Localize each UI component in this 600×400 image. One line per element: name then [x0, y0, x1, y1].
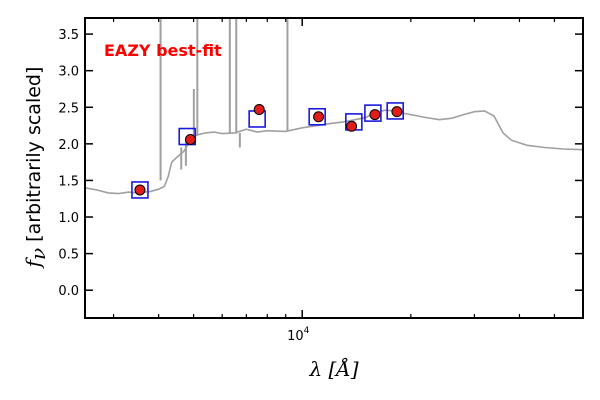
- model-spectrum: [84, 18, 584, 195]
- model-photometry-square: [308, 107, 326, 126]
- observed-point: [369, 109, 381, 121]
- y-tick-label: 3.5: [58, 28, 79, 43]
- y-tick-label: 0.0: [58, 284, 79, 299]
- observed-photometry-points: [134, 103, 403, 196]
- y-axis-subscript: ν: [26, 248, 50, 260]
- observed-point: [391, 106, 403, 118]
- y-tick-label: 0.5: [58, 248, 79, 263]
- x-tick-label: 104: [287, 326, 310, 344]
- x-axis-label: λ [Å]: [308, 356, 358, 381]
- y-axis-label: [arbitrarily scaled]: [23, 67, 45, 242]
- y-tick-label: 2.5: [58, 101, 79, 116]
- model-spectrum-line: [84, 109, 584, 195]
- annotation-label: EAZY best-fit: [104, 41, 222, 60]
- y-tick-label: 1.0: [58, 211, 79, 226]
- observed-point: [346, 120, 358, 132]
- svg-text:fν[arbitrarily scaled]: fν[arbitrarily scaled]: [21, 67, 50, 270]
- model-photometry-square: [131, 181, 149, 199]
- y-tick-label: 3.0: [58, 65, 79, 80]
- x-axis-title: λ [Å]: [308, 356, 358, 381]
- axis-ticks: 0.0 0.5 1.0 1.5 2.0 2.5 3.0 3.5 104: [58, 18, 583, 344]
- observed-point: [134, 184, 146, 196]
- model-photometry-square: [386, 102, 405, 120]
- observed-point: [184, 133, 196, 145]
- model-photometry-square: [178, 127, 197, 146]
- y-axis-title: fν[arbitrarily scaled]: [21, 67, 50, 270]
- model-photometry-squares: [131, 102, 405, 199]
- model-photometry-square: [364, 104, 382, 122]
- y-tick-label: 2.0: [58, 138, 79, 153]
- plot-frame: [84, 17, 584, 319]
- observed-point: [313, 111, 325, 123]
- y-tick-label: 1.5: [58, 174, 79, 189]
- observed-point: [253, 103, 265, 115]
